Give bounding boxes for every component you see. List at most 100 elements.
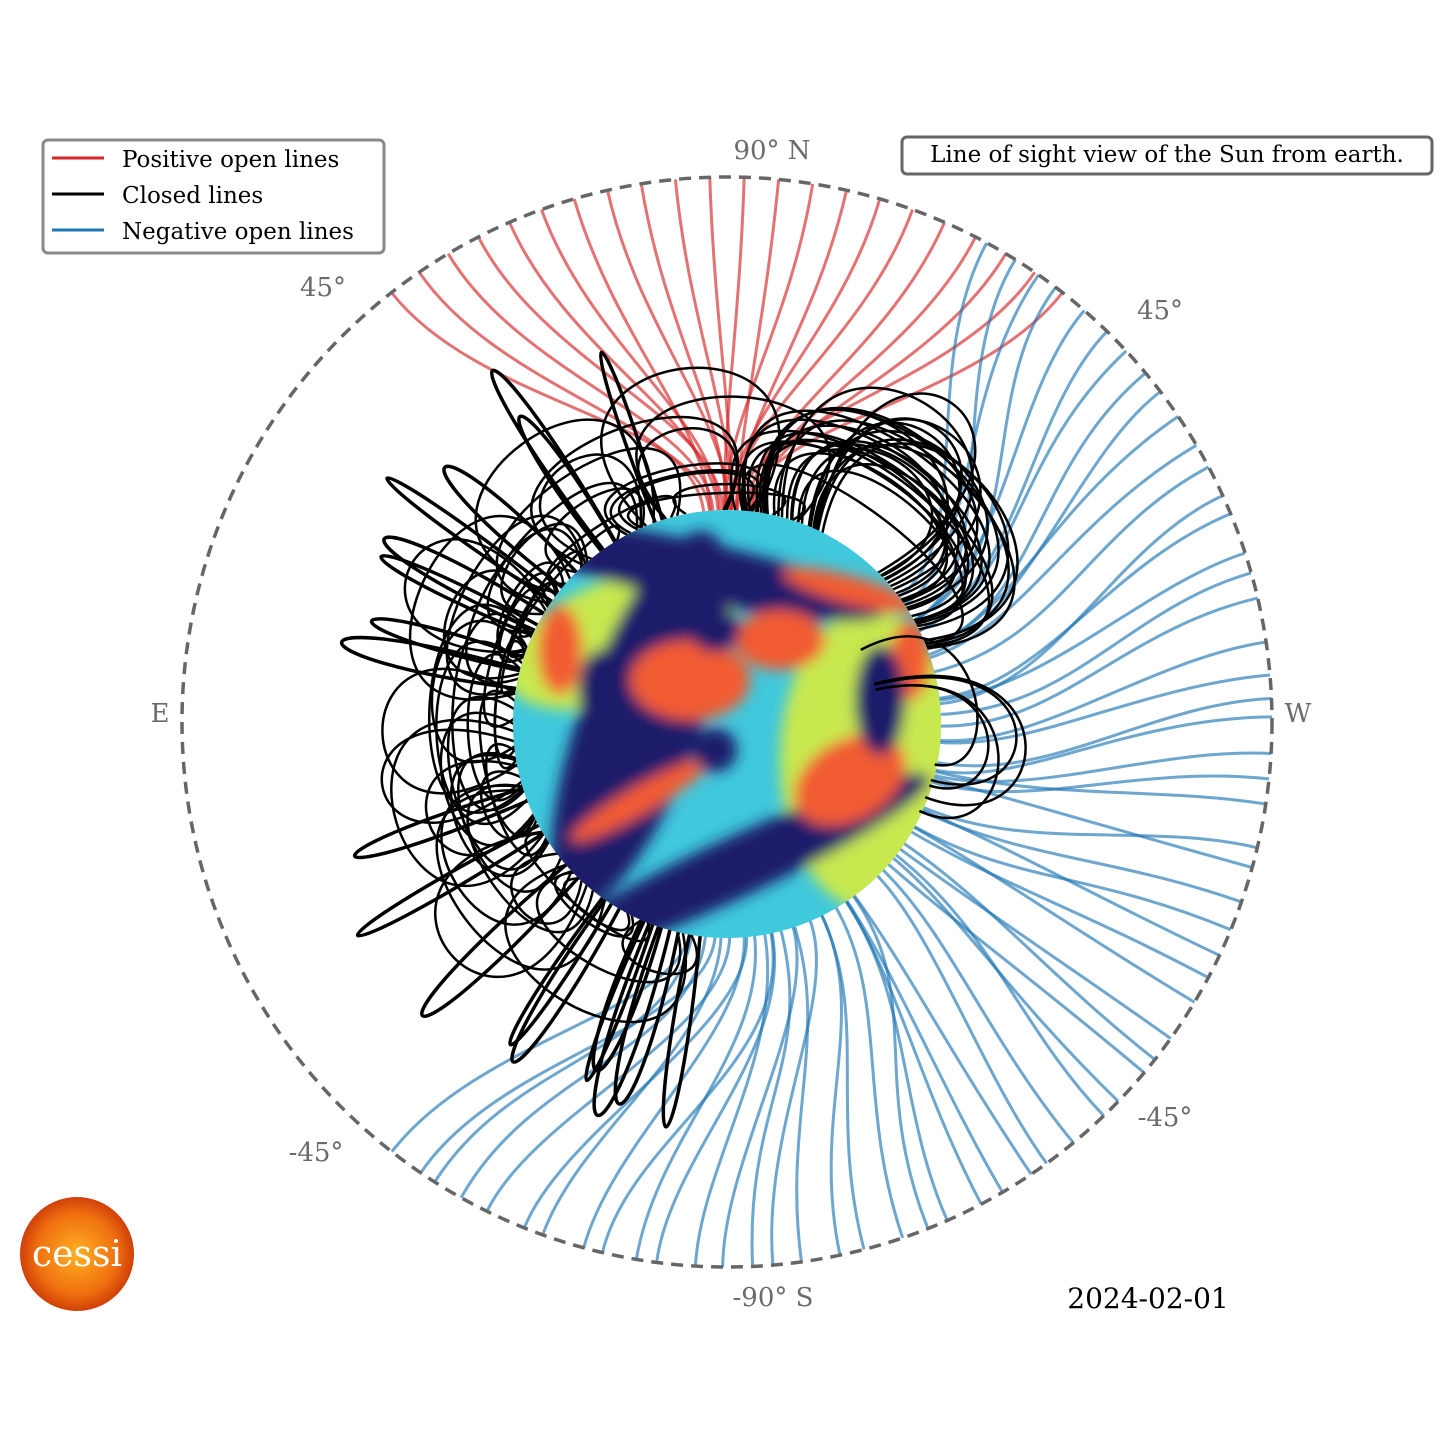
field-line (929, 774, 1270, 794)
field-line (434, 829, 589, 979)
latitude-label: -45° (1138, 1103, 1193, 1133)
date: 2024-02-01 (1067, 1282, 1228, 1315)
field-line (874, 676, 1018, 786)
field-line (382, 535, 546, 633)
field-line (816, 438, 1010, 631)
field-line (879, 866, 1075, 1144)
field-line (572, 198, 713, 511)
field-line (919, 807, 1221, 957)
field-line (446, 252, 715, 511)
legend-label: Positive open lines (122, 147, 339, 173)
field-line (819, 911, 843, 1256)
field-line (546, 494, 677, 585)
field-line (390, 291, 711, 511)
field-line (937, 512, 1232, 700)
field-line (584, 916, 656, 1083)
field-line (743, 409, 991, 624)
field-line (765, 406, 979, 604)
field-line (693, 930, 770, 1267)
field-line (517, 414, 617, 553)
field-line (457, 751, 564, 893)
legend-box (41, 138, 386, 255)
field-line (938, 494, 1224, 706)
field-line (598, 350, 665, 524)
field-line (765, 424, 949, 588)
logo-text: cessi (32, 1234, 122, 1275)
field-line (522, 932, 748, 1229)
field-line (390, 718, 547, 888)
field-line (508, 894, 615, 1047)
field-line (661, 930, 703, 1129)
field-line (495, 446, 682, 605)
field-line (927, 390, 1162, 657)
field-line (417, 271, 706, 512)
field-line (601, 929, 775, 1253)
field-line (815, 417, 963, 577)
legend: Positive open lines Closed lines Negativ… (41, 138, 386, 255)
legend-label: Negative open lines (122, 219, 354, 245)
field-line (723, 183, 815, 511)
field-line (934, 697, 1272, 768)
field-line (938, 640, 1267, 743)
field-line (850, 892, 930, 1230)
field-line (738, 440, 957, 612)
sun-disk (513, 510, 941, 938)
field-line (851, 892, 1033, 1176)
field-line (843, 897, 949, 1222)
east-label: E (151, 699, 170, 729)
field-line (634, 932, 757, 1260)
south-label: -90° S (733, 1283, 814, 1313)
field-line (809, 421, 961, 581)
field-line (933, 715, 1273, 775)
field-line (938, 571, 1252, 716)
field-line (741, 463, 964, 645)
latitude-label: -45° (289, 1138, 344, 1168)
field-line (937, 551, 1246, 702)
field-line (420, 861, 582, 1018)
north-label: 90° N (733, 136, 810, 166)
latitude-label: 45° (300, 273, 346, 303)
field-line (524, 832, 651, 943)
field-line (890, 855, 1120, 1103)
field-line (445, 514, 587, 696)
field-line (931, 775, 1253, 869)
field-line (508, 221, 720, 511)
annotation: Line of sight view of the Sun from earth… (930, 142, 1404, 168)
field-line (908, 829, 1210, 979)
field-line (553, 871, 635, 938)
field-line (842, 897, 983, 1205)
legend-label: Closed lines (122, 183, 263, 209)
field-line (897, 846, 1172, 1040)
field-line (721, 923, 799, 1268)
field-line (355, 822, 547, 938)
field-line (932, 769, 1267, 806)
field-line (369, 617, 526, 673)
field-line (874, 872, 1048, 1165)
field-line (390, 930, 692, 1153)
field-line (339, 635, 523, 691)
field-line (722, 177, 746, 511)
field-line (885, 861, 1146, 1074)
field-line (655, 928, 777, 1263)
field-line (860, 635, 979, 767)
field-line (800, 448, 934, 578)
field-line (932, 465, 1210, 674)
field-line (435, 789, 607, 971)
field-line (920, 805, 1258, 850)
field-line (592, 919, 673, 1118)
field-line (433, 930, 695, 1183)
annotation-box (900, 135, 1434, 176)
logo-sun (20, 1197, 134, 1311)
field-line (744, 221, 946, 512)
field-line (613, 922, 681, 1106)
field-line (530, 415, 740, 567)
field-line (843, 897, 1004, 1194)
west-label: W (1285, 699, 1312, 729)
field-line (352, 786, 531, 860)
field-lines (339, 177, 1273, 1268)
field-line (770, 916, 818, 1266)
field-line (535, 869, 682, 984)
field-line (510, 895, 623, 1064)
field-line (451, 612, 534, 812)
